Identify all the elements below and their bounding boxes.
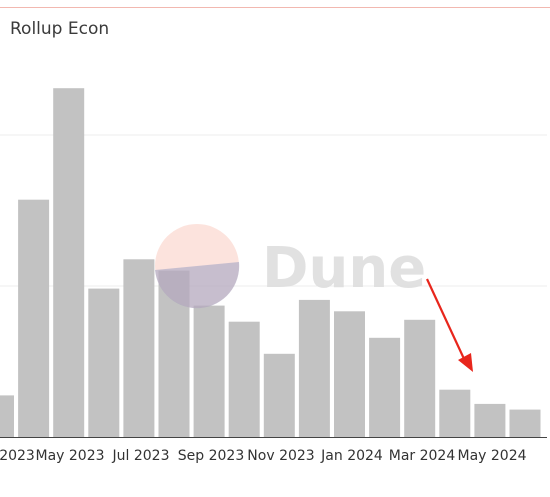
x-tick-label: Jul 2023 bbox=[112, 448, 170, 464]
bar[interactable] bbox=[334, 311, 365, 437]
x-tick-label: Sep 2023 bbox=[178, 448, 244, 464]
bar[interactable] bbox=[123, 259, 155, 437]
bar[interactable] bbox=[509, 409, 541, 437]
grid-lines bbox=[0, 134, 547, 287]
bar[interactable] bbox=[439, 389, 471, 437]
bar[interactable] bbox=[193, 305, 225, 437]
annotation-arrow bbox=[426, 278, 473, 372]
watermark-text: Dune bbox=[262, 236, 426, 301]
bar[interactable] bbox=[474, 403, 506, 437]
x-tick-label: Mar 2024 bbox=[389, 448, 456, 464]
bar[interactable] bbox=[88, 288, 120, 437]
x-tick-label: 2023 bbox=[0, 448, 35, 464]
chart-title: Rollup Econ bbox=[10, 19, 110, 39]
watermark-logo-circle bbox=[155, 224, 239, 308]
bar[interactable] bbox=[263, 353, 295, 437]
bar[interactable] bbox=[18, 199, 50, 437]
x-tick-labels: 2023 May 2023 Jul 2023 Sep 2023 Nov 2023 Jan … bbox=[0, 448, 527, 464]
bar[interactable] bbox=[298, 299, 330, 437]
bars bbox=[0, 88, 541, 438]
x-tick-label: May 2024 bbox=[457, 448, 526, 464]
bar[interactable] bbox=[53, 88, 85, 437]
watermark-logo-wedge bbox=[155, 262, 240, 309]
x-tick-label: Nov 2023 bbox=[247, 448, 314, 464]
bar[interactable] bbox=[0, 395, 14, 437]
x-tick-label: Jan 2024 bbox=[320, 448, 383, 464]
dune-watermark: Dune bbox=[155, 224, 426, 309]
x-tick-label: May 2023 bbox=[35, 448, 104, 464]
bar[interactable] bbox=[404, 319, 436, 437]
top-border bbox=[0, 7, 550, 8]
bar[interactable] bbox=[228, 321, 260, 437]
bar[interactable] bbox=[369, 337, 401, 438]
